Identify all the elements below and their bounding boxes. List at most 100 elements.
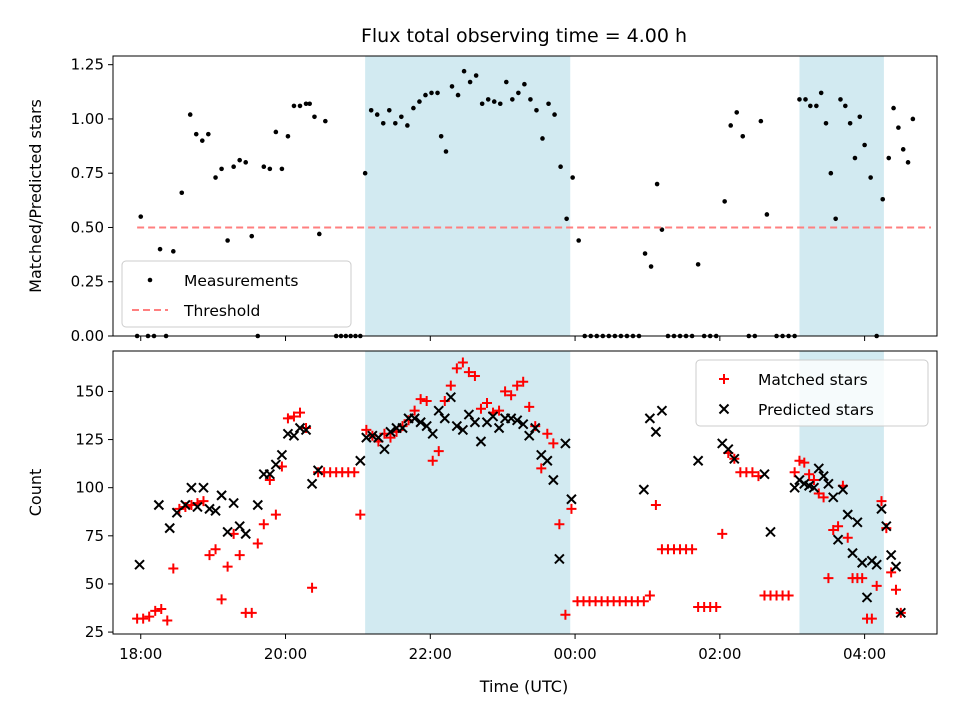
- predicted-star-point: [487, 411, 499, 422]
- predicted-star-point: [153, 499, 165, 511]
- legend-swatch-dot: [147, 277, 153, 283]
- measurement-point: [291, 103, 297, 109]
- matched-star-point: [258, 519, 269, 530]
- matched-star-point: [799, 457, 810, 468]
- predicted-star-point: [216, 490, 227, 501]
- predicted-star-point: [397, 422, 408, 434]
- matched-star-point: [687, 544, 698, 555]
- predicted-star-point: [134, 559, 145, 570]
- predicted-star-point: [842, 509, 853, 520]
- measurement-point: [138, 214, 144, 219]
- matched-star-point: [711, 602, 722, 613]
- measurement-point: [237, 157, 242, 163]
- measurement-point: [570, 175, 575, 180]
- predicted-star-point: [427, 428, 438, 439]
- predicted-star-point: [876, 503, 887, 515]
- matched-star-point: [747, 467, 758, 478]
- measurement-point: [380, 120, 386, 126]
- matched-star-point: [198, 496, 209, 507]
- measurement-point: [886, 155, 892, 161]
- measurement-point: [896, 125, 901, 130]
- predicted-star-point: [451, 420, 463, 432]
- matched-star-point: [288, 411, 299, 422]
- predicted-star-point: [180, 499, 191, 511]
- measurement-point: [243, 160, 249, 165]
- measurement-point: [461, 68, 467, 74]
- measurement-point: [279, 166, 285, 172]
- measurement-point: [179, 190, 185, 196]
- measurement-point: [868, 175, 873, 180]
- measurement-point: [540, 136, 545, 141]
- measurement-point: [393, 120, 398, 126]
- predicted-star-point: [542, 455, 553, 466]
- measurement-point: [485, 97, 491, 102]
- predicted-star-point: [505, 413, 517, 424]
- predicted-star-point: [650, 426, 662, 438]
- measurement-point: [225, 238, 230, 243]
- measurement-point: [497, 101, 503, 107]
- predicted-star-point: [644, 413, 656, 424]
- y-tick-label: 150: [75, 382, 104, 400]
- matched-star-point: [355, 509, 366, 520]
- matched-star-point: [890, 584, 901, 595]
- measurement-point: [443, 149, 449, 154]
- measurement-point: [797, 97, 802, 102]
- legend-swatch-x: [718, 403, 730, 415]
- y-tick-label: 0.00: [71, 327, 104, 345]
- measurement-point: [695, 262, 701, 267]
- y-tick-label: 1.00: [71, 110, 104, 128]
- measurement-point: [814, 103, 819, 109]
- measurement-point: [564, 216, 569, 222]
- matched-star-point: [264, 474, 275, 485]
- measurement-point: [728, 123, 733, 128]
- predicted-star-point: [457, 424, 469, 436]
- measurement-point: [285, 134, 291, 139]
- matched-star-point: [409, 405, 420, 416]
- predicted-star-point: [837, 484, 849, 495]
- matched-star-point: [506, 390, 517, 401]
- predicted-star-point: [517, 418, 529, 430]
- matched-star-point: [566, 503, 577, 514]
- legend-swatch-plus: [719, 374, 729, 384]
- legend: Measurements Threshold: [121, 260, 352, 328]
- y-tick-label: 25: [85, 623, 104, 641]
- matched-star-point: [222, 561, 233, 572]
- measurement-point: [317, 231, 322, 237]
- predicted-star-point: [282, 428, 294, 439]
- matched-star-point: [138, 613, 149, 624]
- measurement-point: [417, 99, 422, 104]
- predicted-star-point: [656, 405, 668, 416]
- shaded-region-0: [365, 56, 571, 336]
- predicted-star-point: [813, 463, 824, 474]
- matched-star-point: [246, 607, 257, 618]
- series-layer: [134, 68, 931, 339]
- measurement-point: [722, 199, 727, 204]
- predicted-star-point: [421, 420, 432, 432]
- matched-star-point: [808, 474, 819, 485]
- predicted-star-point: [828, 492, 839, 503]
- measurement-point: [206, 131, 211, 137]
- matched-star-point: [818, 492, 829, 503]
- predicted-star-point: [415, 417, 426, 428]
- matched-star-point: [457, 357, 468, 368]
- predicted-star-point: [890, 561, 902, 572]
- matched-star-point: [789, 467, 800, 478]
- matched-star-point: [294, 407, 305, 418]
- matched-star-point: [162, 615, 173, 626]
- measurement-point: [880, 196, 886, 202]
- measurement-point: [473, 73, 479, 78]
- measurement-point: [297, 103, 303, 109]
- matched-star-point: [282, 413, 293, 424]
- measurement-point: [552, 112, 557, 117]
- matched-star-point: [560, 609, 571, 620]
- y-tick-label: 100: [75, 479, 104, 497]
- measurement-point: [449, 84, 455, 89]
- x-axis-label: Time (UTC): [479, 677, 568, 696]
- y-axis-label: Count: [26, 469, 45, 517]
- measurement-point: [808, 103, 813, 109]
- measurement-point: [862, 142, 867, 148]
- measurement-point: [323, 118, 328, 124]
- predicted-star-point: [300, 424, 312, 436]
- predicted-star-point: [264, 469, 276, 480]
- x-tick-label: 02:00: [698, 645, 741, 663]
